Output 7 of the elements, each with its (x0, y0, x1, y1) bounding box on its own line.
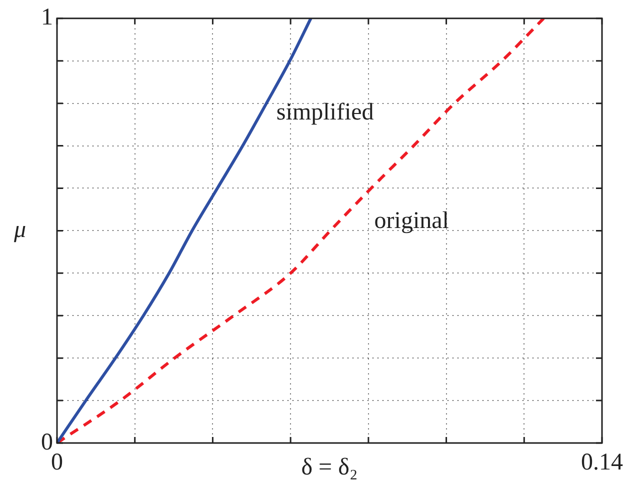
y-axis-title: μ (12, 217, 26, 244)
y-tick-label: 1 (41, 4, 53, 31)
line-series (57, 18, 546, 443)
x-tick-label: 0.14 (581, 450, 623, 476)
x-axis-title: δ = δ₂ (301, 454, 358, 480)
series-label: original (374, 208, 450, 234)
series-label: simplified (276, 100, 374, 126)
